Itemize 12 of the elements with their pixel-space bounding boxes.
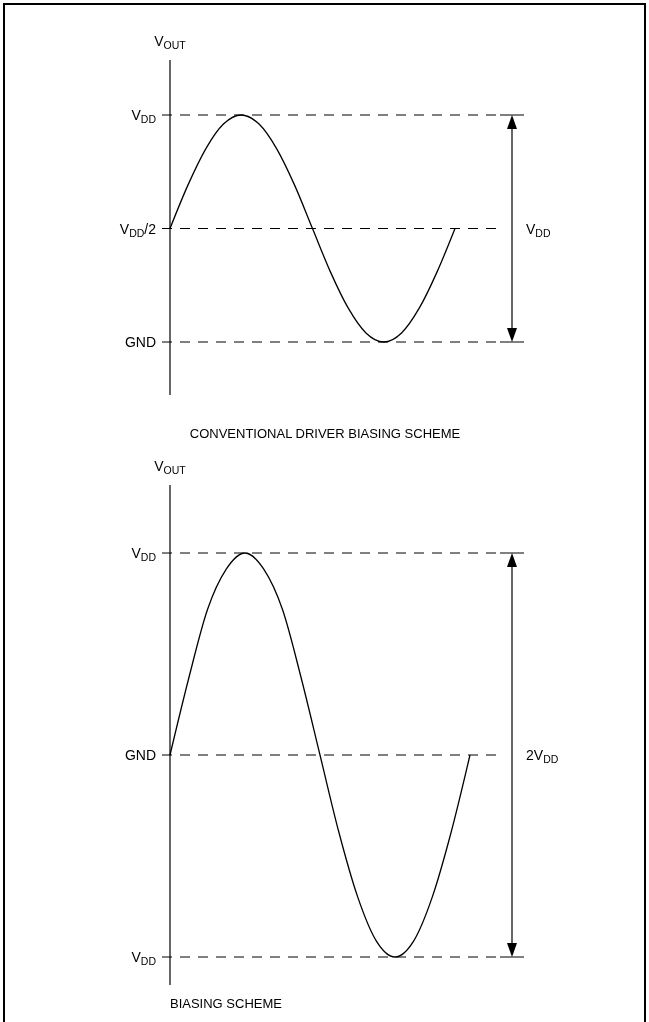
- ref-line-label: V$_{DD}$: [131, 545, 157, 564]
- ref-line-label: V$_{DD}$: [131, 107, 157, 126]
- text: 2V$_{DD}$: [526, 747, 559, 766]
- ref-line-label: GND: [124, 747, 156, 763]
- text: CONVENTIONAL DRIVER BIASING SCHEME: [189, 426, 461, 441]
- text: BIASING SCHEME: [170, 996, 283, 1011]
- ref-line-label: V$_{DD}$: [131, 949, 157, 968]
- y-axis-title: V$_{OUT}$: [154, 33, 187, 52]
- ref-line-label: V$_{DD}$/2: [119, 220, 157, 239]
- text: V$_{DD}$: [526, 220, 551, 239]
- ref-line-label: GND: [124, 334, 156, 350]
- y-axis-title: V$_{OUT}$: [154, 458, 187, 477]
